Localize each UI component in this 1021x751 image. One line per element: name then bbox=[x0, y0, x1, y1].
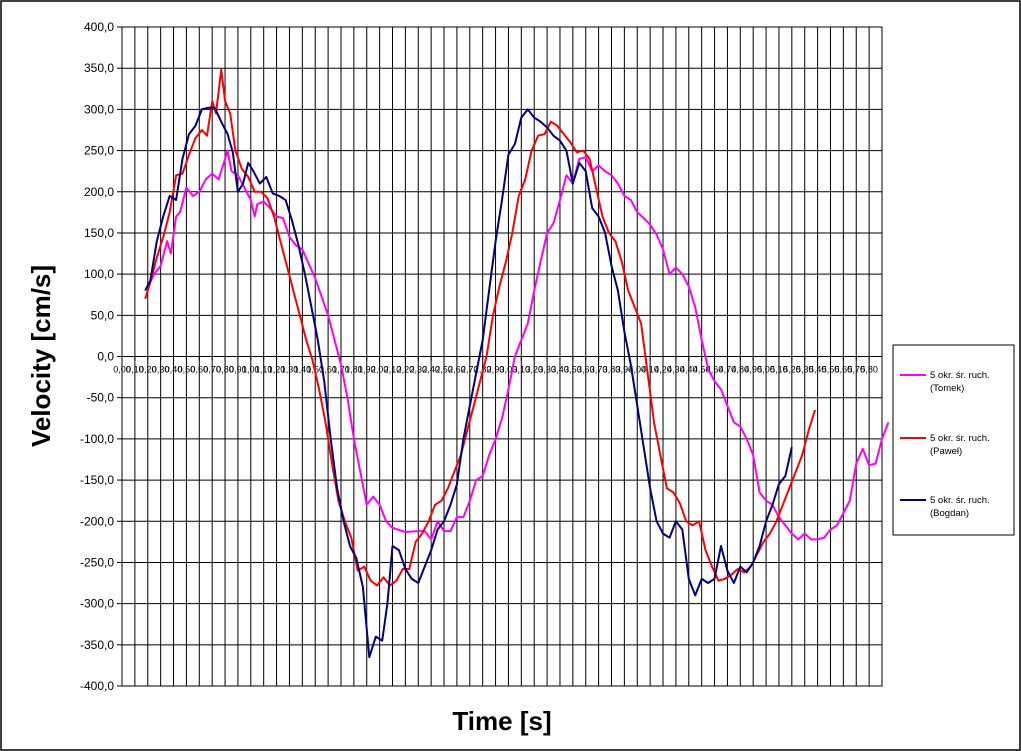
x-tick-label: 2,30 bbox=[410, 365, 428, 375]
x-tick-label: 4,10 bbox=[641, 365, 659, 375]
legend-label: 5 okr. śr. ruch. bbox=[930, 433, 990, 444]
y-tick-label: 200,0 bbox=[84, 185, 114, 199]
y-tick-label: -150,0 bbox=[80, 473, 114, 487]
x-tick-label: 3,40 bbox=[551, 365, 569, 375]
y-tick-labels: 400,0 350,0 300,0 250,0 200,0 150,0 100,0 50,0 0… bbox=[80, 20, 122, 693]
x-tick-label: 4,40 bbox=[680, 365, 698, 375]
x-tick-label: 0,70 bbox=[203, 365, 221, 375]
legend-box bbox=[892, 344, 1015, 536]
x-tick-label: 5,50 bbox=[822, 365, 840, 375]
legend-label-sub: (Bogdan) bbox=[930, 508, 969, 519]
x-tick-label: 3,10 bbox=[513, 365, 531, 375]
x-tick-label: 4,80 bbox=[732, 365, 750, 375]
y-tick-label: 0,0 bbox=[97, 350, 114, 364]
x-tick-label: 0,90 bbox=[229, 365, 247, 375]
x-tick-label: 4,50 bbox=[693, 365, 711, 375]
x-tick-label: 5,20 bbox=[783, 365, 801, 375]
y-tick-label: -350,0 bbox=[80, 638, 114, 652]
x-tick-label: 3,80 bbox=[603, 365, 621, 375]
x-tick-label: 5,00 bbox=[757, 365, 775, 375]
legend-label: 5 okr. śr. ruch. bbox=[930, 495, 990, 506]
x-tick-label: 4,90 bbox=[744, 365, 762, 375]
x-tick-label: 2,60 bbox=[448, 365, 466, 375]
x-tick-labels: 0,000,100,200,300,400,500,600,700,800,90… bbox=[113, 356, 878, 375]
x-tick-label: 2,40 bbox=[422, 365, 440, 375]
x-tick-label: 3,30 bbox=[538, 365, 556, 375]
y-tick-label: -100,0 bbox=[80, 432, 114, 446]
x-tick-label: 0,80 bbox=[216, 365, 234, 375]
x-tick-label: 2,50 bbox=[435, 365, 453, 375]
x-tick-label: 5,40 bbox=[809, 365, 827, 375]
x-tick-label: 5,70 bbox=[847, 365, 865, 375]
x-tick-label: 2,00 bbox=[371, 365, 389, 375]
x-tick-label: 3,60 bbox=[577, 365, 595, 375]
legend-label-sub: (Tomek) bbox=[930, 383, 964, 394]
x-tick-label: 1,40 bbox=[294, 365, 312, 375]
y-tick-label: 250,0 bbox=[84, 144, 114, 158]
legend: 5 okr. śr. ruch. (Tomek) 5 okr. śr. ruch. (… bbox=[892, 344, 1015, 536]
x-tick-label: 5,60 bbox=[835, 365, 853, 375]
y-tick-label: 50,0 bbox=[91, 308, 115, 322]
y-tick-label: -300,0 bbox=[80, 597, 114, 611]
x-tick-label: 4,20 bbox=[654, 365, 672, 375]
x-tick-label: 0,00 bbox=[113, 365, 131, 375]
x-tick-label: 1,30 bbox=[281, 365, 299, 375]
series-line-3 bbox=[144, 106, 793, 659]
x-tick-label: 0,10 bbox=[126, 365, 144, 375]
x-tick-label: 1,20 bbox=[268, 365, 286, 375]
legend-label: 5 okr. śr. ruch. bbox=[930, 370, 990, 381]
x-tick-label: 4,70 bbox=[719, 365, 737, 375]
x-tick-label: 1,60 bbox=[319, 365, 337, 375]
y-tick-label: -250,0 bbox=[80, 555, 114, 569]
x-tick-label: 2,10 bbox=[384, 365, 402, 375]
x-tick-label: 0,20 bbox=[139, 365, 157, 375]
x-tick-label: 3,00 bbox=[500, 365, 518, 375]
x-tick-label: 3,70 bbox=[590, 365, 608, 375]
x-tick-label: 4,60 bbox=[706, 365, 724, 375]
x-tick-label: 0,60 bbox=[191, 365, 209, 375]
y-tick-label: 150,0 bbox=[84, 226, 114, 240]
y-tick-label: 100,0 bbox=[84, 267, 114, 281]
x-tick-label: 0,50 bbox=[178, 365, 196, 375]
x-tick-label: 1,00 bbox=[242, 365, 260, 375]
x-tick-label: 0,30 bbox=[152, 365, 170, 375]
y-tick-label: -50,0 bbox=[87, 391, 115, 405]
x-tick-label: 3,50 bbox=[564, 365, 582, 375]
y-axis-title: Velocity [cm/s] bbox=[26, 265, 56, 447]
x-tick-label: 4,30 bbox=[667, 365, 685, 375]
legend-label-sub: (Paweł) bbox=[930, 446, 962, 457]
x-tick-label: 3,20 bbox=[525, 365, 543, 375]
x-tick-label: 5,30 bbox=[796, 365, 814, 375]
x-tick-label: 1,90 bbox=[358, 365, 376, 375]
y-tick-label: 400,0 bbox=[84, 20, 114, 34]
x-tick-label: 2,90 bbox=[487, 365, 505, 375]
x-tick-label: 0,40 bbox=[165, 365, 183, 375]
x-tick-label: 1,80 bbox=[345, 365, 363, 375]
x-tick-label: 2,70 bbox=[461, 365, 479, 375]
x-axis-title: Time [s] bbox=[452, 706, 551, 736]
x-tick-label: 5,80 bbox=[860, 365, 878, 375]
x-tick-label: 4,00 bbox=[628, 365, 646, 375]
y-tick-label: -400,0 bbox=[80, 679, 114, 693]
x-tick-label: 2,20 bbox=[397, 365, 415, 375]
y-tick-label: 300,0 bbox=[84, 102, 114, 116]
x-tick-label: 1,10 bbox=[255, 365, 273, 375]
x-tick-label: 5,10 bbox=[770, 365, 788, 375]
x-tick-label: 3,90 bbox=[616, 365, 634, 375]
series-line-1 bbox=[146, 149, 890, 541]
y-tick-label: -200,0 bbox=[80, 514, 114, 528]
data-series bbox=[144, 68, 890, 659]
y-tick-label: 350,0 bbox=[84, 61, 114, 75]
